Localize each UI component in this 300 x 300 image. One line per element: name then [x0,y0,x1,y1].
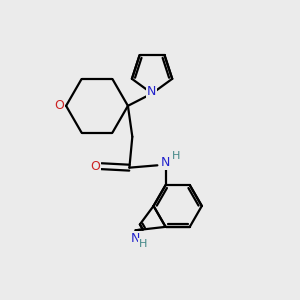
Text: H: H [139,238,148,248]
Text: H: H [171,151,180,161]
Text: N: N [131,232,140,245]
Text: O: O [90,160,100,173]
Text: O: O [54,99,64,112]
Text: N: N [161,157,170,169]
Text: N: N [147,85,156,98]
